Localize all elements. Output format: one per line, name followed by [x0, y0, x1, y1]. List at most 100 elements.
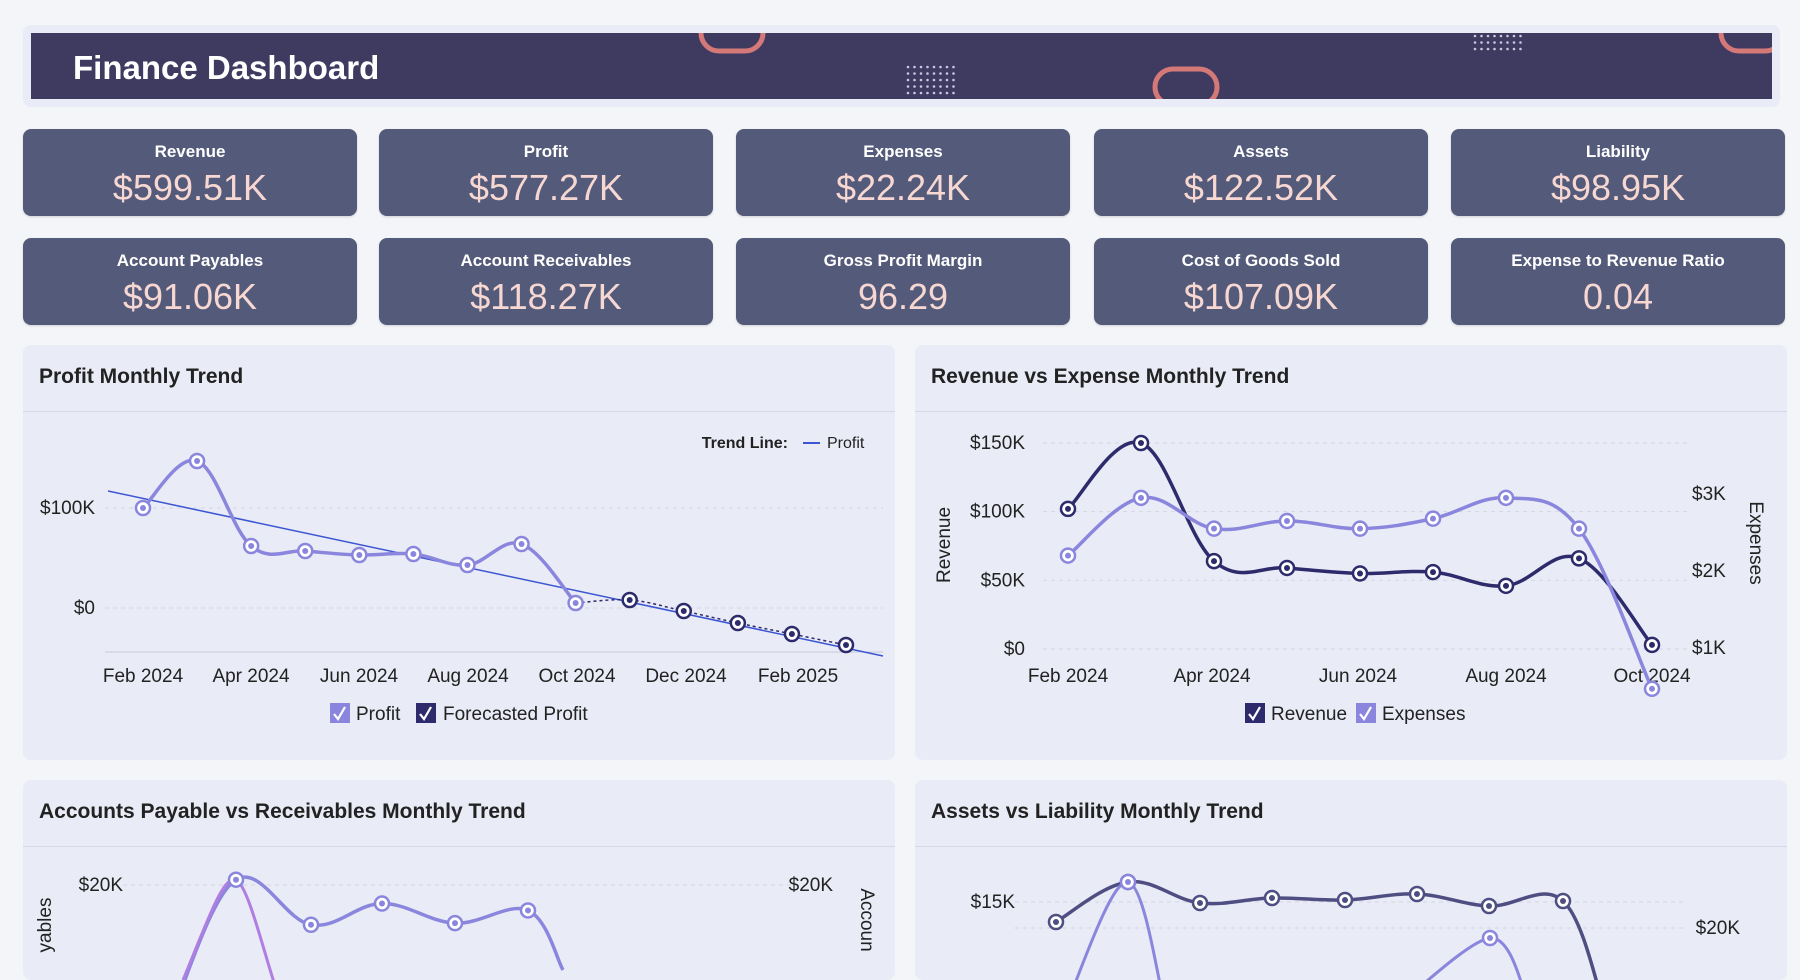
decor-dot [939, 91, 942, 95]
y-axis-title-right: Accoun [856, 888, 877, 951]
kpi-card-assets: Assets $122.52K [1094, 129, 1428, 216]
assets-liability-chart: $15K $20K [971, 873, 1740, 980]
decor-dot [939, 65, 942, 69]
revenue-series-line [1066, 440, 1654, 647]
decor-dot [1519, 47, 1522, 51]
kpi-value: $577.27K [468, 167, 624, 208]
decor-dot [919, 85, 923, 88]
y-tick-label-left: $50K [981, 570, 1026, 591]
decor-dot [913, 72, 916, 75]
kpi-label: Cost of Goods Sold [1181, 251, 1341, 270]
profit-point-core [302, 548, 309, 554]
kpi-value: $91.06K [122, 276, 258, 317]
decor-dot [1480, 34, 1483, 38]
y-tick-label-right: $1K [1692, 638, 1726, 659]
legend-revenue-checkbox-check [1248, 706, 1261, 721]
kpi-card-account-payables: Account Payables $91.06K [23, 238, 357, 325]
x-tick-label: Feb 2025 [758, 666, 838, 687]
decor-dot [1512, 34, 1516, 38]
decor-dot [1512, 47, 1516, 51]
assets-point-core [1197, 900, 1203, 906]
legend-revenue-checkbox [1245, 703, 1265, 723]
decor-dot [926, 72, 929, 75]
decor-dot [1473, 34, 1477, 38]
profit-point-core [572, 600, 579, 606]
decor-dot [906, 91, 910, 95]
decor-dot [906, 78, 910, 82]
data-point-core [308, 921, 314, 928]
revenue-point-core [1065, 505, 1071, 512]
assets-point-core [1560, 898, 1566, 904]
revenue-point-core [1576, 555, 1582, 562]
profit-point-core [356, 552, 363, 558]
legend-expenses-checkbox [1356, 703, 1376, 723]
decor-dot [913, 85, 916, 88]
expenses-point-core [1357, 525, 1363, 532]
legend-expenses-label: Expenses [1382, 704, 1465, 725]
decor-dot [1499, 34, 1503, 38]
forecast-point-core [734, 620, 741, 626]
kpi-label: Assets [1233, 142, 1289, 161]
forecast-point-core [626, 597, 633, 603]
legend-expenses-checkbox-check [1359, 706, 1372, 721]
data-point-core [452, 920, 458, 927]
x-tick-label: Apr 2024 [212, 666, 290, 687]
decor-dot [919, 72, 923, 75]
y-axis-title-left: Revenue [934, 507, 955, 583]
decor-dot [1519, 34, 1522, 38]
decor-dot [932, 72, 936, 75]
profit-trend-card: Profit Monthly Trend $100K $0 Feb 2024 Apr … [23, 345, 895, 760]
card-title: Accounts Payable vs Receivables Monthly … [39, 800, 526, 823]
decor-dot [913, 78, 916, 82]
decor-dot [945, 85, 949, 88]
legend-profit-label: Profit [356, 704, 401, 725]
kpi-label: Account Payables [116, 251, 264, 270]
y-tick-label-left: $0 [1004, 639, 1025, 660]
x-tick-label: Jun 2024 [320, 666, 399, 687]
decor-dot [952, 91, 955, 95]
assets-point-core [1269, 895, 1275, 901]
decor-dot [939, 72, 942, 75]
kpi-label: Account Receivables [460, 251, 632, 270]
decor-dot [1493, 34, 1496, 38]
trend-legend-series: Profit [827, 435, 865, 452]
y-axis-title-left: yables [35, 898, 56, 953]
assets-point-core [1342, 897, 1348, 903]
decor-dot [906, 85, 910, 88]
expenses-point-core [1649, 685, 1655, 692]
decor-dot [1486, 47, 1490, 51]
profit-point-core [410, 551, 417, 557]
revenue-point-core [1138, 440, 1144, 446]
decor-dot [1499, 41, 1503, 44]
profit-trend-chart: $100K $0 Feb 2024 Apr 2024 Jun 2024 Aug 2024 O… [40, 435, 884, 725]
card-title: Assets vs Liability Monthly Trend [931, 800, 1264, 823]
profit-point-core [518, 541, 525, 547]
decor-dot [913, 65, 916, 69]
kpi-label: Gross Profit Margin [823, 251, 983, 270]
kpi-label: Profit [523, 142, 569, 161]
x-tick-label: Oct 2024 [538, 666, 616, 687]
revenue-point-core [1357, 570, 1363, 577]
y-tick-label: $100K [40, 498, 95, 519]
decor-dot [926, 65, 929, 69]
revenue-expense-chart: $150K $100K $50K $0 $3K $2K $1K Feb 2024 Apr 202… [934, 433, 1766, 725]
decor-dot [1486, 41, 1490, 44]
decor-dot [945, 78, 949, 82]
x-tick-label: Jun 2024 [1319, 666, 1398, 687]
decor-dot [1506, 34, 1509, 38]
profit-point-core [194, 458, 201, 464]
card-divider [915, 411, 1787, 412]
decor-dot [906, 65, 910, 69]
decor-dot [932, 85, 936, 88]
x-tick-label: Apr 2024 [1173, 666, 1251, 687]
payables-receivables-chart: $20K $20K yables Accoun [35, 871, 877, 980]
dashboard-title: Finance Dashboard [73, 49, 380, 86]
assets-point-core [1053, 919, 1059, 925]
series-line-pink [181, 878, 275, 980]
expenses-point-core [1065, 552, 1071, 559]
decor-dot [1519, 41, 1522, 44]
decor-dot [1506, 47, 1509, 51]
assets-point-core [1414, 891, 1420, 897]
decor-dot [1493, 41, 1496, 44]
trend-legend-label: Trend Line: [702, 435, 788, 452]
